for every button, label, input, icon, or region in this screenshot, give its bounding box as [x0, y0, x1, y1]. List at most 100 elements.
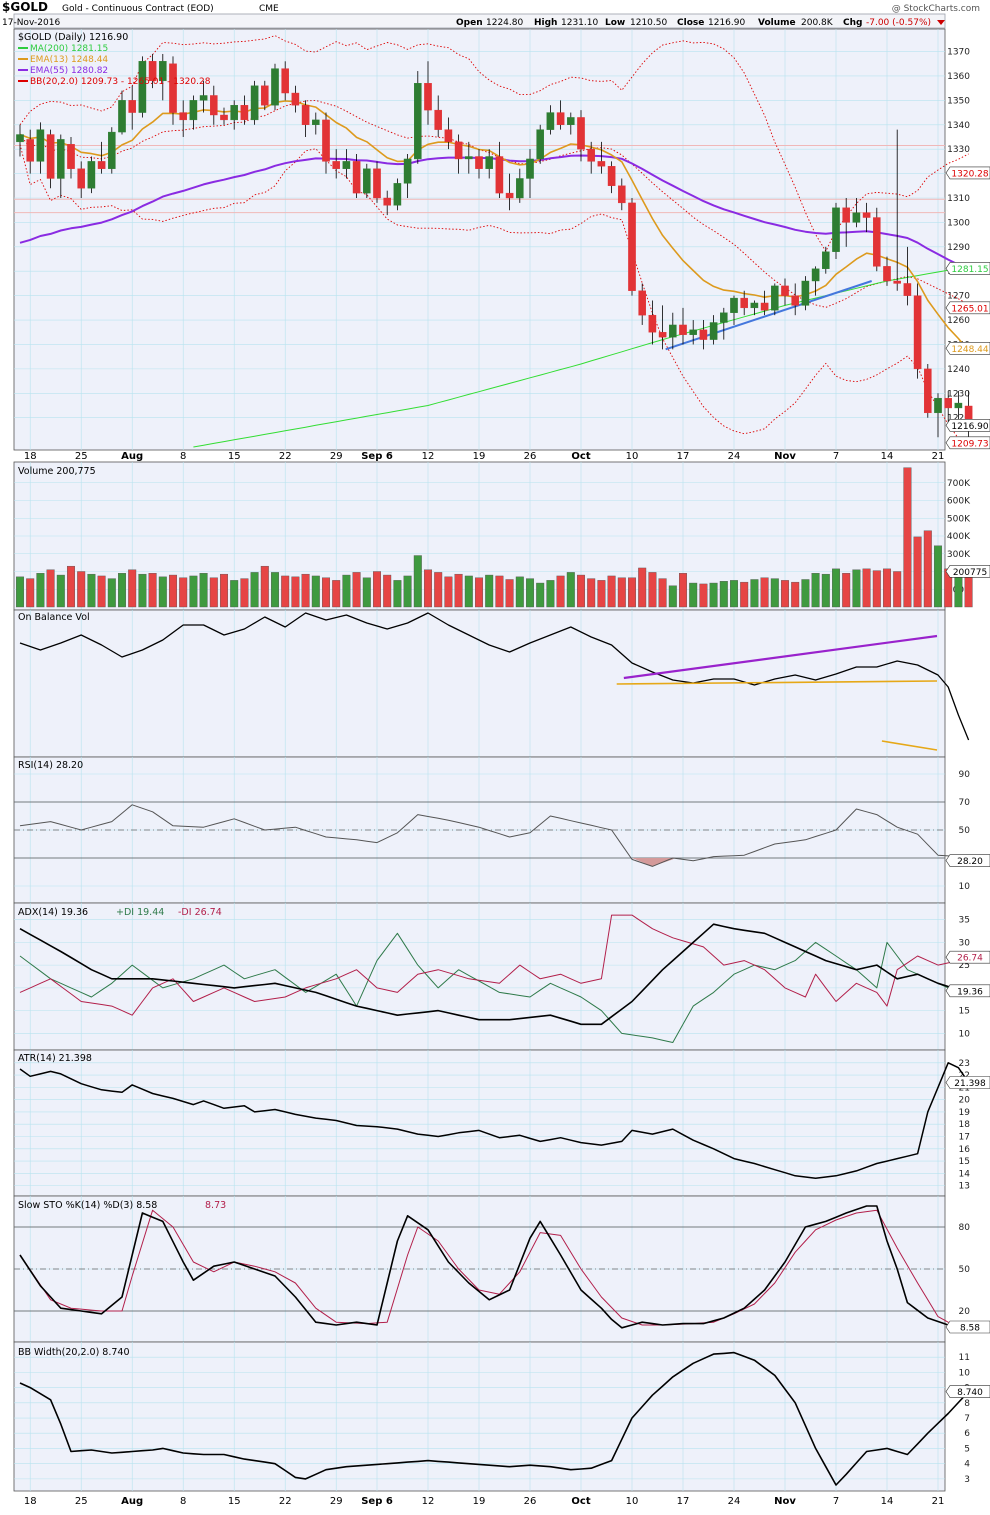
y-tick-label: 300K: [947, 550, 971, 560]
candle-down: [97, 161, 106, 169]
x-tick-label: 25: [75, 451, 88, 462]
y-tick-label: 70: [959, 798, 971, 808]
volume-bar: [811, 573, 820, 608]
candle: [597, 141, 606, 174]
minus-di-label: -DI 26.74: [178, 907, 222, 918]
candle: [118, 90, 126, 135]
volume-bar: [658, 578, 667, 608]
y-tick-label: 7: [964, 1414, 970, 1424]
atr-line: [19, 1062, 970, 1180]
candle-up: [546, 112, 555, 130]
y-tick-label: 35: [959, 916, 970, 926]
y-tick-label: 5: [964, 1444, 970, 1454]
candle: [16, 124, 24, 157]
candle-down: [373, 168, 381, 199]
candle: [669, 312, 677, 350]
volume-bar: [546, 580, 555, 608]
candle-up: [118, 100, 126, 133]
candle-up: [771, 285, 779, 311]
candle-up: [750, 302, 759, 309]
volume-bar: [536, 582, 545, 608]
candle-up: [138, 61, 147, 113]
volume-bar: [413, 555, 422, 608]
candle: [424, 61, 432, 125]
candle: [403, 154, 412, 198]
price-tag-label: 28.20: [957, 857, 983, 867]
ema13-line: [19, 100, 970, 352]
volume-panel-title: Volume 200,775: [18, 466, 96, 477]
candle: [261, 80, 269, 111]
price-tag-label: 1281.15: [951, 265, 988, 275]
candle-up: [832, 207, 840, 252]
y-tick-label: 600K: [947, 497, 971, 507]
volume-bar: [668, 585, 677, 608]
obv-panel-frame: [13, 609, 946, 758]
volume-bar: [505, 579, 514, 608]
bb-middle-line: [19, 99, 969, 308]
candle: [220, 107, 228, 125]
candle: [587, 141, 595, 174]
candle: [271, 63, 279, 111]
sto-d-value: 8.73: [205, 1200, 226, 1211]
candle-down: [740, 297, 748, 309]
candle-up: [189, 100, 198, 121]
candle-down: [618, 185, 626, 204]
volume-bar: [179, 577, 188, 608]
x-tick-label-bottom: 29: [330, 1496, 343, 1507]
candle: [230, 100, 239, 130]
y-tick-label: 13: [959, 1182, 970, 1192]
candle-down: [862, 212, 871, 218]
candle-down: [240, 105, 249, 121]
candle: [46, 129, 55, 189]
adx-line: [19, 923, 969, 1026]
candle: [250, 80, 259, 125]
candle: [842, 198, 850, 247]
price-tag-label: 1248.44: [951, 345, 988, 355]
price-tag: 1248.44: [945, 341, 990, 355]
candle: [57, 134, 65, 198]
x-tick-label: 22: [279, 451, 292, 462]
candle-up: [87, 161, 96, 189]
x-tick-label-bottom: 8: [180, 1496, 186, 1507]
candle: [730, 295, 738, 325]
obv-lower-line: [881, 740, 938, 751]
x-tick-label-bottom: 22: [279, 1496, 292, 1507]
volume-bar: [322, 577, 331, 608]
candle-down: [505, 192, 514, 199]
volume-bar: [117, 573, 126, 608]
x-tick-label-bottom: Nov: [774, 1496, 796, 1507]
x-tick-label: 17: [677, 451, 690, 462]
candle: [495, 141, 504, 198]
candle-up: [485, 156, 494, 169]
volume-bar: [464, 575, 473, 608]
volume-bar: [475, 577, 484, 608]
y-tick-label: 15: [959, 1007, 970, 1017]
candle-up: [271, 68, 279, 106]
candle: [454, 134, 463, 174]
candle: [526, 149, 534, 198]
x-tick-label: 15: [228, 451, 241, 462]
x-tick-label-bottom: Aug: [121, 1496, 143, 1507]
indicator-panels: 1220123012401250126012701280129013001310…: [13, 28, 990, 1507]
volume-bar: [923, 530, 932, 608]
volume-bar: [485, 574, 494, 608]
volume-bar: [301, 573, 310, 608]
candle: [648, 300, 657, 345]
volume-bar: [852, 569, 861, 608]
watermark-label: @ StockCharts.com: [892, 4, 980, 14]
candle: [607, 161, 616, 194]
candle: [87, 156, 96, 194]
legend-label: EMA(13) 1248.44: [30, 55, 108, 65]
candle-down: [444, 129, 453, 143]
volume-bar: [107, 578, 116, 608]
candle: [801, 276, 810, 311]
candle-down: [587, 148, 595, 162]
y-tick-label: 400K: [947, 532, 971, 542]
volume-bar: [750, 579, 759, 608]
volume-bar: [709, 582, 718, 608]
candle-down: [760, 302, 769, 311]
y-tick-label: 8: [964, 1399, 970, 1409]
header-text: $GOLD Gold - Continuous Contract (EOD) C…: [2, 0, 980, 28]
bb-lower-line: [19, 144, 969, 448]
price-tag: 1209.73: [945, 436, 990, 449]
